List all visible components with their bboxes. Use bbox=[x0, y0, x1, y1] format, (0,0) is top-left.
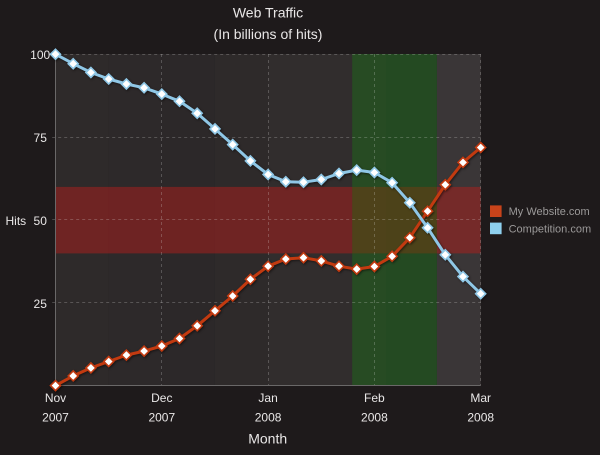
svg-text:2008: 2008 bbox=[255, 410, 282, 424]
svg-text:Hits: Hits bbox=[6, 214, 27, 228]
svg-text:Mar: Mar bbox=[470, 391, 491, 405]
svg-text:Jan: Jan bbox=[258, 391, 277, 405]
svg-text:2008: 2008 bbox=[361, 410, 388, 424]
svg-text:25: 25 bbox=[34, 297, 48, 311]
svg-text:Feb: Feb bbox=[364, 391, 385, 405]
svg-text:Nov: Nov bbox=[45, 391, 66, 405]
svg-text:2008: 2008 bbox=[467, 410, 494, 424]
svg-text:Competition.com: Competition.com bbox=[509, 223, 592, 235]
svg-text:2007: 2007 bbox=[42, 410, 69, 424]
svg-text:Dec: Dec bbox=[151, 391, 172, 405]
svg-text:Month: Month bbox=[248, 431, 287, 447]
svg-text:75: 75 bbox=[34, 131, 48, 145]
svg-text:100: 100 bbox=[30, 48, 50, 62]
svg-text:Web Traffic: Web Traffic bbox=[233, 5, 303, 21]
svg-text:50: 50 bbox=[34, 214, 48, 228]
svg-text:My Website.com: My Website.com bbox=[509, 206, 590, 218]
svg-text:2007: 2007 bbox=[148, 410, 175, 424]
svg-text:(In billions of hits): (In billions of hits) bbox=[214, 26, 323, 42]
